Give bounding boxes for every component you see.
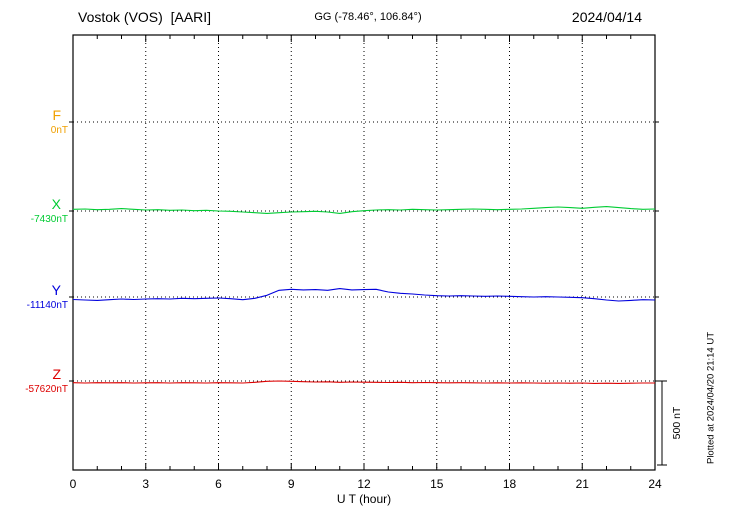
x-tick-label: 15: [430, 477, 444, 491]
x-axis-title: U T (hour): [336, 492, 392, 506]
component-label-F: F 0nT: [8, 107, 68, 136]
component-baseline-X: -7430nT: [30, 214, 68, 225]
plot-frame: [72, 34, 656, 471]
component-letter-F: F: [52, 107, 61, 123]
x-tick-label: 9: [287, 477, 295, 491]
trace-X: [72, 206, 656, 214]
component-letter-Y: Y: [51, 282, 61, 298]
component-baseline-Z: -57620nT: [25, 384, 68, 395]
plot-date: 2024/04/14: [571, 9, 642, 25]
x-tick-label: 24: [648, 477, 662, 491]
x-tick-label: 21: [575, 477, 589, 491]
component-letter-X: X: [51, 196, 61, 212]
x-tick-label: 6: [215, 477, 222, 491]
component-label-Z: Z -57620nT: [8, 366, 68, 395]
trace-Y: [72, 288, 656, 302]
station-title: Vostok (VOS) [AARI]: [78, 9, 212, 25]
component-letter-Z: Z: [52, 366, 61, 382]
x-tick-label: 0: [69, 477, 77, 491]
component-label-Y: Y -11140nT: [8, 282, 68, 311]
x-tick-label: 3: [142, 477, 150, 491]
component-baseline-Y: -11140nT: [26, 300, 68, 311]
trace-Z: [72, 380, 655, 384]
component-label-X: X -7430nT: [8, 196, 68, 225]
x-tick-label: 12: [357, 477, 371, 491]
x-tick-label: 18: [502, 477, 517, 491]
scale-bar-label: 500 nT: [671, 406, 683, 440]
component-baseline-F: 0nT: [50, 125, 68, 136]
plotted-at-note: Plotted at 2024/04/20 21:14 UT: [705, 331, 717, 465]
geographic-coords: GG (-78.46°, 106.84°): [314, 11, 422, 23]
